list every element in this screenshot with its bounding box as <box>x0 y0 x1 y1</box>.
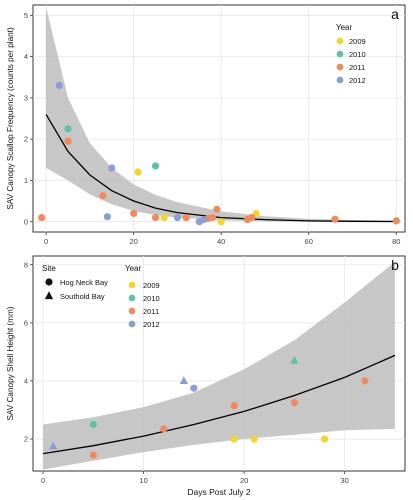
data-point-2012 <box>103 213 111 221</box>
legend-year-marker <box>128 281 136 289</box>
y-tick-label: 0 <box>24 217 28 226</box>
y-tick-label: 5 <box>24 11 28 20</box>
data-point-2011 <box>182 213 190 222</box>
legend-site-title: Site <box>42 264 56 273</box>
y-tick-label: 2 <box>24 435 28 444</box>
legend-year-marker <box>128 294 136 302</box>
legend-year-label: 2009 <box>143 281 160 290</box>
panel-b: 0 10 20 30 2 4 6 8 SAV Canopy Shell Height (mm) D… <box>6 255 406 497</box>
legend-year-marker <box>128 307 136 315</box>
data-point-2009 <box>320 435 329 443</box>
data-point-2010 <box>290 355 299 364</box>
confidence-band <box>43 261 395 470</box>
data-point-2011 <box>160 425 168 433</box>
data-point-2011 <box>331 215 339 223</box>
legend-label: 2010 <box>349 50 366 59</box>
panel-label: a <box>391 6 399 22</box>
x-tick-label: 20 <box>240 476 248 485</box>
data-point-2011 <box>99 192 107 200</box>
data-point-2011 <box>130 209 138 218</box>
x-tick-label: 30 <box>341 476 349 485</box>
data-point-2011 <box>208 213 217 222</box>
y-tick-label: 8 <box>24 260 28 269</box>
legend-label: 2009 <box>349 37 366 46</box>
data-point-2011 <box>151 213 160 222</box>
legend-year-label: 2010 <box>143 294 160 303</box>
x-axis-label: Days Post July 2 <box>187 487 251 497</box>
x-tick-label: 80 <box>392 237 400 246</box>
data-point-2011 <box>361 377 369 385</box>
data-point-2011 <box>248 213 256 222</box>
y-axis-label: SAV Canopy Scallop Frequency (counts per… <box>6 27 15 210</box>
data-point-2012 <box>48 441 58 450</box>
legend-site-label: Hog Neck Bay <box>60 278 108 287</box>
data-point-2009 <box>230 435 238 443</box>
data-point-2011 <box>392 217 400 225</box>
x-tick-label: 40 <box>217 237 225 246</box>
y-tick-label: 4 <box>24 52 28 61</box>
data-point-2011 <box>64 137 72 145</box>
x-tick-label: 60 <box>305 237 313 246</box>
fit-line <box>45 114 397 223</box>
data-point-2012 <box>55 81 63 90</box>
data-point-2011 <box>290 399 299 407</box>
legend-label: 2011 <box>349 63 365 72</box>
y-tick-label: 4 <box>24 377 28 386</box>
legend-site-label: Southold Bay <box>60 292 105 301</box>
y-tick-label: 1 <box>24 176 28 185</box>
x-tick-label: 0 <box>44 237 48 246</box>
panel-a: 0 20 40 60 80 0 1 2 3 4 5 SAV Canopy Scallop Freque… <box>6 4 406 246</box>
legend-year-label: 2012 <box>143 320 160 329</box>
data-point-2012 <box>200 216 208 224</box>
data-point-2009 <box>160 213 168 222</box>
y-tick-label: 2 <box>24 135 28 144</box>
data-point-2012 <box>173 213 182 222</box>
legend-site-marker <box>44 291 54 300</box>
data-point-2009 <box>250 435 258 443</box>
y-tick-label: 3 <box>24 93 28 102</box>
x-tick-label: 10 <box>139 476 147 485</box>
y-tick-label: 6 <box>24 318 28 327</box>
data-point-2009 <box>217 218 225 226</box>
data-point-2011 <box>89 451 97 459</box>
legend-label: 2012 <box>349 76 366 85</box>
legend-year-title: Year <box>125 264 142 273</box>
data-point-2012 <box>179 376 188 385</box>
legend-marker <box>336 50 344 58</box>
legend-marker <box>336 63 344 71</box>
x-tick-label: 20 <box>129 237 137 246</box>
data-point-2012 <box>190 384 198 392</box>
fit-line <box>42 354 396 455</box>
x-tick-label: 0 <box>41 476 45 485</box>
data-point-2009 <box>134 168 142 176</box>
legend-title: Year <box>336 23 353 32</box>
data-point-2010 <box>151 162 160 170</box>
legend-site-marker <box>45 278 53 286</box>
legend-year-marker <box>128 320 136 328</box>
legend-year-label: 2011 <box>143 307 159 316</box>
y-axis-label: SAV Canopy Shell Height (mm) <box>6 306 15 420</box>
legend-marker <box>336 76 344 84</box>
data-point-2010 <box>64 125 72 133</box>
data-point-2011 <box>213 205 221 213</box>
data-point-2010 <box>89 420 97 429</box>
legend-marker <box>336 37 344 45</box>
data-point-2011 <box>230 402 238 410</box>
data-point-2012 <box>108 164 116 172</box>
data-point-2011 <box>38 213 46 222</box>
panel-label: b <box>391 257 399 273</box>
